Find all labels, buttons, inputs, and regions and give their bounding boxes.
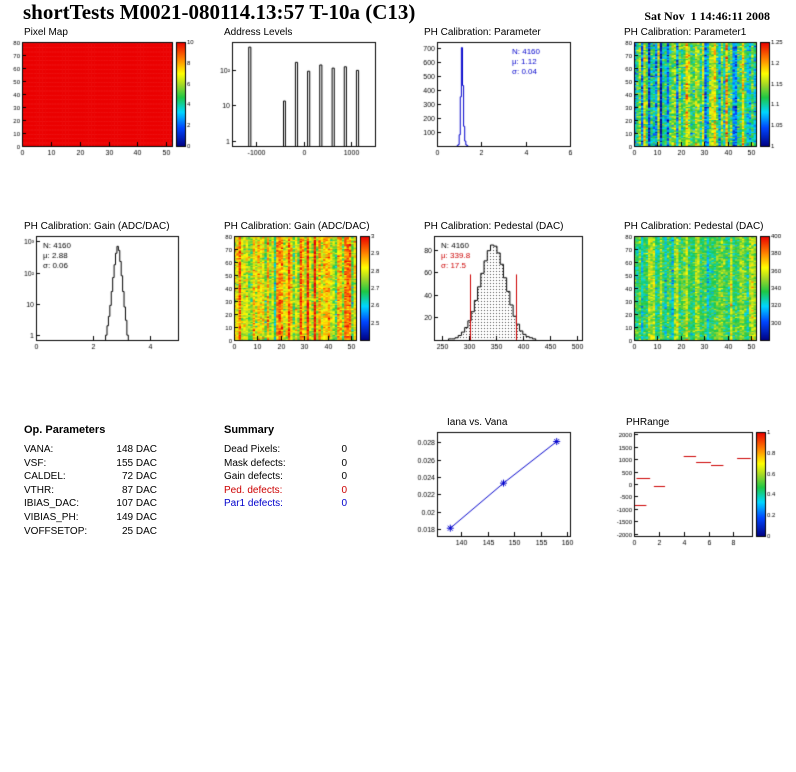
panel-ph-pedestal-map: PH Calibration: Pedestal (DAC) [608, 220, 796, 370]
iana-vana-title: Iana vs. Vana [447, 417, 508, 428]
pixel-map-canvas [8, 40, 204, 160]
ph-parameter1-map-title: PH Calibration: Parameter1 [624, 27, 747, 38]
pixel-map-title: Pixel Map [24, 27, 68, 38]
address-levels-title: Address Levels [224, 27, 293, 38]
address-levels-canvas [208, 40, 404, 160]
phrange-canvas [608, 430, 796, 550]
panel-op-parameters: Op. Parameters VANA: 148 DAC VSF: 155 DA… [24, 424, 157, 539]
summary-value: 0 [341, 484, 347, 496]
op-parameters-title: Op. Parameters [24, 424, 106, 436]
summary-label: Mask defects: [224, 457, 286, 469]
op-parameter-row: VIBIAS_PH: 149 DAC [24, 512, 157, 526]
op-parameter-row: VANA: 148 DAC [24, 444, 157, 458]
op-parameter-row: VTHR: 87 DAC [24, 485, 157, 499]
ph-gain-map-title: PH Calibration: Gain (ADC/DAC) [224, 221, 370, 232]
op-parameter-label: CALDEL: [24, 471, 66, 483]
page-title: shortTests M0021-080114.13:57 T-10a (C13… [23, 0, 416, 24]
op-parameter-row: IBIAS_DAC: 107 DAC [24, 498, 157, 512]
op-parameter-label: VANA: [24, 444, 54, 455]
panel-ph-parameter1-map: PH Calibration: Parameter1 [608, 26, 796, 176]
op-parameter-row: CALDEL: 72 DAC [24, 471, 157, 485]
op-parameter-row: VSF: 155 DAC [24, 458, 157, 472]
panel-pixel-map: Pixel Map [8, 26, 208, 176]
summary-row: Ped. defects: 0 [224, 485, 347, 499]
ph-gain-hist-canvas [8, 234, 204, 354]
ph-pedestal-hist-canvas [408, 234, 604, 354]
op-parameter-value: 87 DAC [121, 484, 157, 496]
panel-ph-gain-map: PH Calibration: Gain (ADC/DAC) [208, 220, 408, 370]
panel-summary: Summary Dead Pixels: 0 Mask defects: 0 G… [224, 424, 347, 512]
op-parameter-value: 25 DAC [121, 525, 157, 537]
ph-parameter1-map-canvas [608, 40, 796, 160]
summary-label: Gain defects: [224, 471, 283, 483]
op-parameter-value: 107 DAC [116, 498, 157, 510]
summary-value: 0 [341, 498, 347, 510]
panel-iana-vana: Iana vs. Vana [408, 416, 608, 566]
panel-ph-gain-hist: PH Calibration: Gain (ADC/DAC) [8, 220, 208, 370]
summary-label: Ped. defects: [224, 484, 283, 496]
op-parameter-value: 148 DAC [116, 444, 157, 455]
ph-parameter-canvas [408, 40, 604, 160]
op-parameter-value: 72 DAC [121, 471, 157, 483]
summary-value: 0 [341, 457, 347, 469]
summary-row: Gain defects: 0 [224, 471, 347, 485]
timestamp: Sat Nov 1 14:46:11 2008 [644, 9, 770, 23]
summary-label: Par1 defects: [224, 498, 283, 510]
iana-vana-canvas [408, 430, 604, 550]
summary-value: 0 [341, 471, 347, 483]
summary-row: Dead Pixels: 0 [224, 444, 347, 458]
op-parameter-label: VOFFSETOP: [24, 525, 88, 537]
op-parameter-label: IBIAS_DAC: [24, 498, 80, 510]
ph-gain-hist-title: PH Calibration: Gain (ADC/DAC) [24, 221, 170, 232]
ph-gain-map-canvas [208, 234, 404, 354]
summary-label: Dead Pixels: [224, 444, 281, 455]
op-parameter-label: VTHR: [24, 484, 54, 496]
op-parameter-value: 149 DAC [116, 511, 157, 523]
summary-value: 0 [341, 444, 347, 455]
panel-phrange: PHRange [608, 416, 796, 566]
panel-ph-pedestal-hist: PH Calibration: Pedestal (DAC) [408, 220, 608, 370]
summary-title: Summary [224, 424, 275, 436]
panel-ph-parameter: PH Calibration: Parameter [408, 26, 608, 176]
ph-pedestal-map-canvas [608, 234, 796, 354]
phrange-title: PHRange [626, 417, 670, 428]
op-parameter-label: VSF: [24, 457, 47, 469]
summary-row: Mask defects: 0 [224, 458, 347, 472]
ph-parameter-title: PH Calibration: Parameter [424, 27, 541, 38]
op-parameter-row: VOFFSETOP: 25 DAC [24, 526, 157, 540]
ph-pedestal-hist-title: PH Calibration: Pedestal (DAC) [424, 221, 564, 232]
summary-row: Par1 defects: 0 [224, 498, 347, 512]
panel-address-levels: Address Levels [208, 26, 408, 176]
ph-pedestal-map-title: PH Calibration: Pedestal (DAC) [624, 221, 764, 232]
op-parameter-value: 155 DAC [116, 457, 157, 469]
op-parameter-label: VIBIAS_PH: [24, 511, 79, 523]
